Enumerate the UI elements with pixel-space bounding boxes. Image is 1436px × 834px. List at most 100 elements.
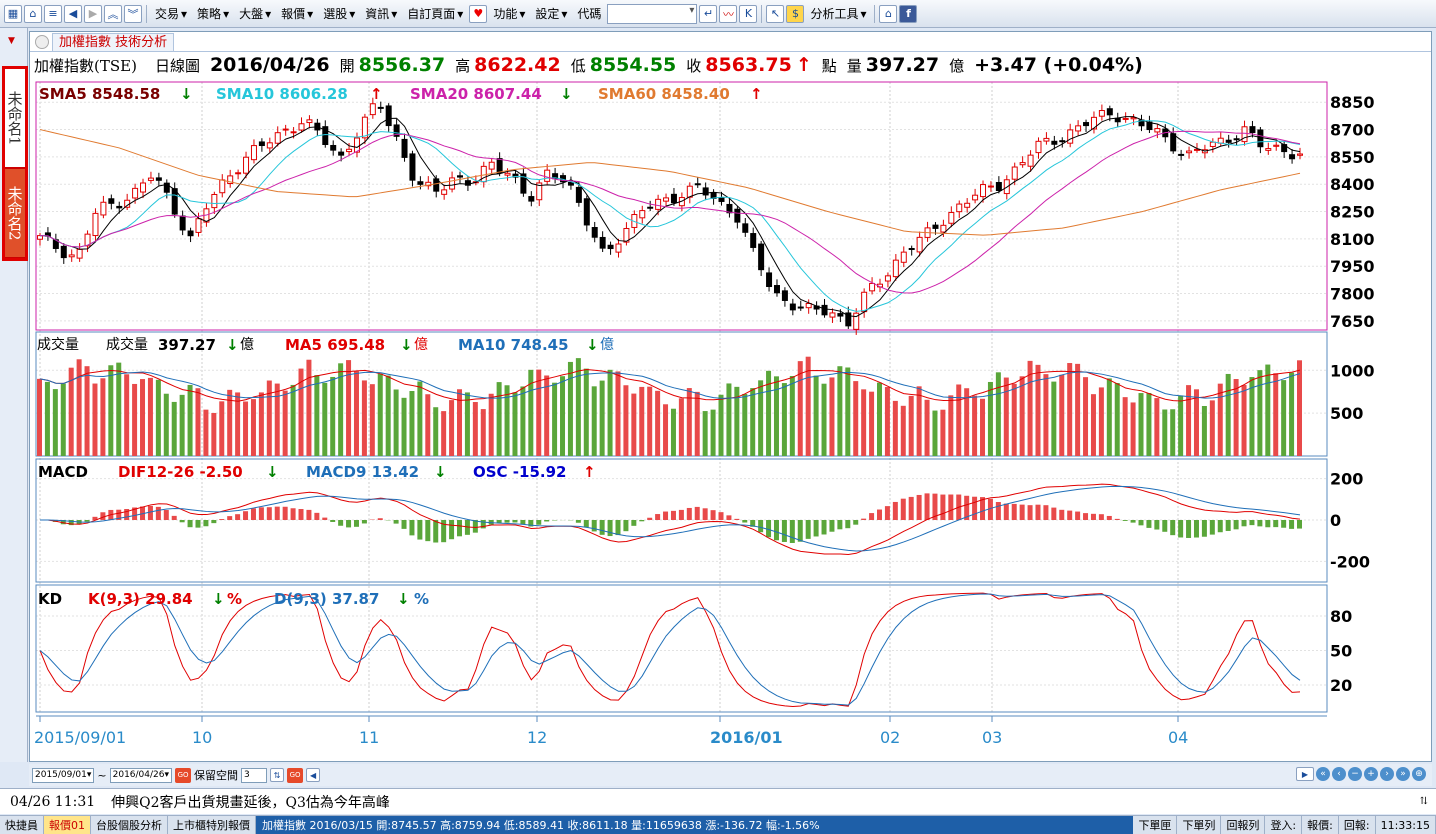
home-icon[interactable]: ⌂	[24, 4, 42, 23]
go-button-2[interactable]: GO	[287, 767, 304, 783]
price-panel-frame	[35, 81, 1328, 331]
candle-body	[219, 179, 226, 194]
kd-tick-label: 80	[1330, 607, 1352, 626]
menu-function[interactable]: 功能 ▾	[493, 6, 526, 22]
osc-bar	[179, 520, 185, 523]
news-headline[interactable]: 伸興Q2客戶出貨規畫延後，Q3估為今年高峰	[111, 794, 390, 811]
status-report-row[interactable]: 回報列	[1221, 816, 1266, 834]
cursor-icon[interactable]: ↖	[766, 4, 785, 23]
tab-menu-icon[interactable]	[35, 35, 49, 49]
status-order-box[interactable]: 下單匣	[1133, 816, 1178, 834]
sheet-tab-1[interactable]: 未命名1	[3, 68, 27, 168]
facebook-icon[interactable]: f	[899, 4, 918, 23]
grid-icon[interactable]: ▦	[4, 4, 22, 23]
volume-bar	[758, 380, 764, 456]
osc-bar	[1265, 520, 1271, 528]
menu-custom-page[interactable]: 自訂頁面 ▾	[407, 6, 464, 22]
line-chart-icon[interactable]: 〰	[719, 4, 738, 23]
volume-bar	[987, 381, 993, 456]
osc-bar	[409, 520, 415, 536]
status-special-quote[interactable]: 上市櫃特別報價	[168, 816, 256, 834]
osc-bar	[1209, 520, 1215, 535]
volume-bar	[512, 392, 518, 456]
volume-bar	[1297, 360, 1302, 456]
osc-bar	[140, 506, 146, 520]
osc-bar	[678, 509, 684, 520]
nav-next-icon[interactable]: ›	[1380, 767, 1394, 781]
down-double-icon[interactable]: ︾	[124, 4, 142, 23]
dropdown-arrow-icon[interactable]: ▼	[8, 36, 15, 46]
heart-icon[interactable]: ♥	[469, 4, 488, 23]
volume-bar	[599, 380, 605, 456]
osc-bar	[68, 520, 74, 526]
osc-bar	[520, 520, 526, 525]
candle-body	[694, 183, 701, 186]
volume-bar	[900, 405, 906, 456]
dollar-icon[interactable]: $	[786, 4, 805, 23]
keep-space-input[interactable]: 3	[241, 767, 268, 783]
menu-settings[interactable]: 設定 ▾	[535, 6, 568, 22]
osc-bar	[1019, 504, 1025, 520]
legend-sma20: SMA20 8607.44	[410, 85, 542, 103]
stepper-icon[interactable]: ⇅	[270, 768, 285, 782]
candle-body	[1051, 140, 1058, 145]
macd-dif-arrow: ↓	[266, 463, 279, 481]
list-icon[interactable]: ≡	[44, 4, 62, 23]
osc-bar	[821, 520, 827, 535]
volume-bar	[1249, 377, 1255, 456]
volume-bar	[1138, 393, 1144, 456]
volume-bar	[116, 362, 122, 456]
go-button[interactable]: GO	[175, 767, 192, 783]
menu-market[interactable]: 大盤 ▾	[239, 6, 272, 22]
keep-space-label: 保留空間	[194, 769, 239, 782]
fit-icon[interactable]: ⊕	[1412, 767, 1426, 781]
k-chart-icon[interactable]: K	[739, 4, 758, 23]
status-order-row[interactable]: 下單列	[1177, 816, 1222, 834]
x-axis-label: 2016/01	[710, 728, 783, 747]
osc-bar	[845, 520, 851, 529]
from-date-select[interactable]: 2015/09/01 ▾	[32, 767, 95, 783]
to-date-select[interactable]: 2016/04/26 ▾	[109, 767, 173, 783]
zoom-out-icon[interactable]: −	[1348, 767, 1362, 781]
nav-last-icon[interactable]: »	[1396, 767, 1410, 781]
status-quick-order[interactable]: 快捷員	[0, 816, 44, 834]
zoom-in-icon[interactable]: +	[1364, 767, 1378, 781]
candle-body	[520, 173, 527, 194]
menu-strategy[interactable]: 策略 ▾	[197, 6, 230, 22]
volume-legend-unit: 億	[240, 337, 254, 353]
legend-sma20-arrow: ↓	[560, 85, 573, 103]
status-quote01[interactable]: 報價01	[44, 816, 91, 834]
candle-body	[544, 169, 551, 182]
osc-bar	[742, 520, 748, 523]
candle-body	[861, 291, 868, 313]
forward-arrow-icon[interactable]: ▶	[84, 4, 102, 23]
back-arrow-icon[interactable]: ◀	[64, 4, 82, 23]
technical-chart[interactable]: 8850870085508400825081007950780076501000…	[30, 80, 1431, 780]
code-combo[interactable]: ▾	[607, 3, 698, 24]
scroll-left-icon[interactable]: ◀	[306, 768, 321, 782]
menu-trade[interactable]: 交易 ▾	[155, 6, 188, 22]
status-stock-analysis[interactable]: 台股個股分析	[91, 816, 168, 834]
candle-body	[1178, 153, 1185, 156]
menu-info[interactable]: 資訊 ▾	[365, 6, 398, 22]
up-double-icon[interactable]: ︽	[104, 4, 122, 23]
osc-bar	[147, 505, 153, 520]
news-scroll-icon[interactable]: ⇅	[1419, 796, 1428, 807]
osc-bar	[1154, 520, 1160, 530]
lock-icon[interactable]: ⌂	[879, 4, 898, 23]
candle-body	[330, 144, 337, 151]
candle-body	[528, 196, 535, 202]
tab-row: 加權指數 技術分析	[30, 32, 1431, 52]
enter-icon[interactable]: ↵	[699, 4, 718, 23]
menu-quote[interactable]: 報價 ▾	[281, 6, 314, 22]
scroll-right-icon[interactable]: ▶	[1296, 767, 1314, 781]
nav-prev-icon[interactable]: ‹	[1332, 767, 1346, 781]
candle-body	[567, 181, 574, 186]
nav-first-icon[interactable]: «	[1316, 767, 1330, 781]
osc-bar	[995, 502, 1001, 520]
candle-body	[1257, 129, 1264, 148]
menu-screener[interactable]: 選股 ▾	[323, 6, 356, 22]
menu-analysis-tools[interactable]: 分析工具 ▾	[810, 6, 867, 22]
tab-technical-analysis[interactable]: 加權指數 技術分析	[52, 33, 175, 51]
candle-body	[916, 236, 923, 253]
